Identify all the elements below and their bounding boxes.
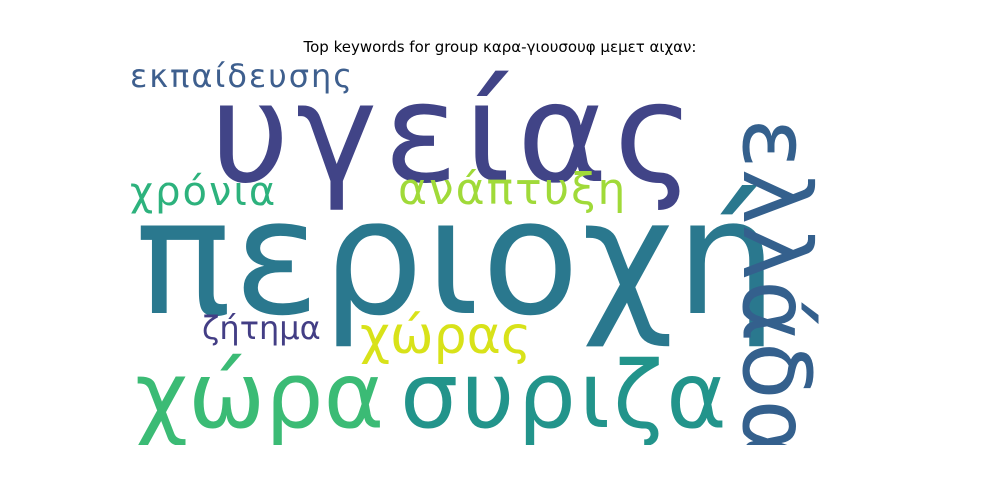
word-syriza: συριζα <box>400 342 730 445</box>
word-cloud: εκπαίδευσης υγείας χρόνια ανάπτυξη περιο… <box>130 60 900 445</box>
word-anaptyxi: ανάπτυξη <box>398 164 628 215</box>
word-ygeias: υγείας <box>210 60 701 214</box>
word-zitima: ζήτημα <box>202 309 321 347</box>
chart-title: Top keywords for group καρα-γιουσουφ μεμ… <box>303 38 697 56</box>
word-ellada: ελλάδα <box>721 118 830 445</box>
word-ekpaideusis: εκπαίδευσης <box>130 60 355 95</box>
word-choras: χώρας <box>360 306 532 366</box>
word-chronia: χρόνια <box>130 169 278 215</box>
word-chora: χώρα <box>135 342 385 445</box>
word-periochi: περιοχή <box>135 164 780 351</box>
